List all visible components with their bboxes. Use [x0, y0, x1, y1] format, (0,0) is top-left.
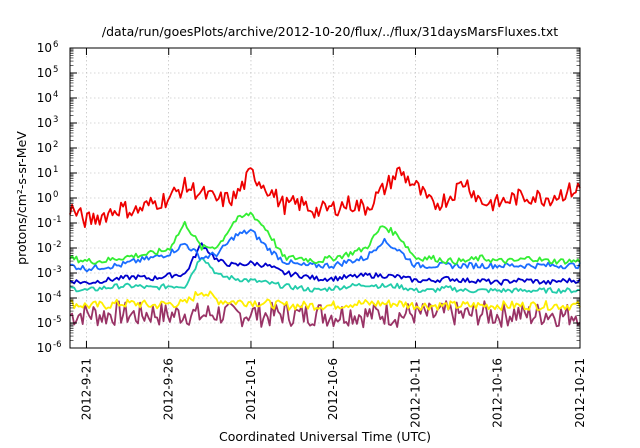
y-axis-label: protons/cm²-s-sr-MeV [14, 131, 29, 265]
y-tick-label: 10-6 [37, 340, 62, 355]
y-tick-label: 10-2 [37, 240, 62, 255]
series-line [69, 300, 581, 329]
y-tick-label: 102 [37, 140, 59, 155]
x-tick-label: 2012-10-6 [326, 358, 340, 420]
y-tick-label: 106 [37, 40, 59, 55]
series-line [69, 290, 581, 311]
x-tick-label: 2012-9-26 [162, 358, 176, 420]
x-axis-label: Coordinated Universal Time (UTC) [219, 429, 431, 444]
y-tick-label: 10-5 [37, 315, 62, 330]
y-tick-label: 10-4 [37, 290, 62, 305]
y-tick-label: 100 [37, 190, 59, 205]
x-tick-label: 2012-10-1 [244, 358, 258, 420]
y-tick-label: 101 [37, 165, 59, 180]
series-line [69, 242, 581, 286]
series-line [69, 166, 581, 229]
y-tick-label: 105 [37, 65, 59, 80]
series-layer [69, 166, 581, 329]
x-tick-label: 2012-10-16 [491, 358, 505, 428]
y-tick-label: 103 [37, 115, 59, 130]
series-line [69, 256, 581, 294]
x-tick-label: 2012-9-21 [79, 358, 93, 420]
x-tick-label: 2012-10-11 [408, 358, 422, 428]
series-line [69, 228, 581, 273]
y-tick-label: 104 [37, 90, 59, 105]
y-tick-label: 10-1 [37, 215, 62, 230]
y-tick-label: 10-3 [37, 265, 62, 280]
x-tick-label: 2012-10-21 [573, 358, 587, 428]
chart-title: /data/run/goesPlots/archive/2012-10-20/f… [102, 24, 558, 39]
series-line [69, 211, 581, 265]
